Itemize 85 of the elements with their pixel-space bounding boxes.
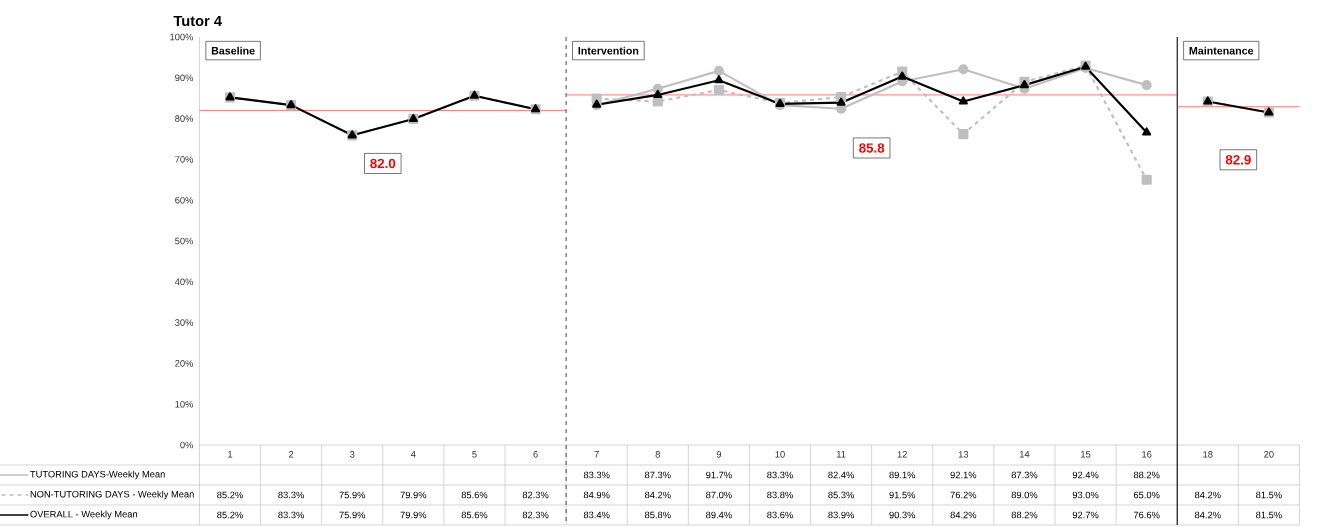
data-label: 82.3% — [522, 491, 549, 499]
y-tick-label: 70% — [175, 156, 194, 163]
data-label: 75.9% — [339, 491, 366, 499]
data-label: 92.4% — [1072, 471, 1099, 479]
x-tick-label: 5 — [472, 451, 477, 458]
data-label: 76.6% — [1133, 511, 1160, 519]
data-label: 85.3% — [828, 491, 855, 499]
y-tick-label: 100% — [170, 33, 194, 41]
data-label: 89.0% — [1011, 491, 1038, 499]
legend-label: OVERALL - Weekly Mean — [30, 510, 138, 520]
y-tick-label: 90% — [175, 74, 194, 82]
x-tick-label: 18 — [1203, 451, 1213, 458]
legend-label: TUTORING DAYS-Weekly Mean — [30, 470, 165, 480]
data-label: 83.3% — [278, 511, 305, 519]
x-tick-label: 3 — [349, 451, 355, 458]
x-tick-label: 20 — [1264, 451, 1274, 458]
data-label: 90.3% — [889, 511, 916, 519]
x-tick-label: 4 — [410, 451, 416, 458]
data-label: 76.2% — [950, 491, 977, 499]
ref-line-label: 82.9 — [1225, 155, 1251, 165]
x-tick-label: 8 — [655, 451, 660, 458]
data-label: 83.3% — [767, 471, 793, 479]
data-label: 85.8% — [644, 511, 671, 519]
x-tick-label: 9 — [716, 451, 722, 458]
ref-line-label: 82.0 — [370, 158, 396, 169]
data-label: 88.2% — [1011, 511, 1038, 519]
data-label: 83.3% — [583, 471, 610, 479]
x-tick-label: 10 — [775, 451, 785, 458]
annotation: Baseline — [211, 46, 255, 55]
data-label: 83.6% — [767, 511, 793, 519]
data-label: 83.9% — [828, 511, 855, 519]
data-label: 88.2% — [1133, 471, 1160, 479]
y-tick-label: 60% — [175, 196, 194, 204]
data-label: 82.3% — [522, 511, 549, 519]
x-tick-label: 2 — [288, 451, 294, 458]
y-tick-label: 80% — [175, 115, 194, 122]
x-tick-label: 14 — [1019, 451, 1030, 458]
data-label: 84.2% — [1194, 511, 1221, 519]
data-label: 92.7% — [1072, 511, 1099, 519]
y-tick-label: 30% — [175, 319, 194, 326]
data-label: 92.1% — [950, 471, 977, 479]
data-label: 75.9% — [339, 511, 366, 519]
data-label: 85.2% — [217, 511, 243, 519]
data-label: 81.5% — [1256, 491, 1282, 499]
data-label: 89.4% — [706, 511, 732, 519]
x-tick-label: 11 — [836, 451, 846, 458]
data-label: 81.5% — [1256, 511, 1282, 519]
data-label: 91.7% — [706, 471, 732, 479]
data-label: 83.4% — [583, 511, 610, 519]
y-tick-label: 0% — [180, 441, 194, 449]
data-label: 91.5% — [889, 491, 916, 499]
x-tick-label: 15 — [1081, 451, 1091, 458]
data-label: 84.2% — [644, 491, 671, 499]
data-label: 65.0% — [1133, 491, 1160, 499]
legend-label: NON-TUTORING DAYS - Weekly Mean — [30, 490, 194, 500]
y-tick-label: 40% — [174, 278, 194, 286]
data-label: 93.0% — [1072, 491, 1099, 499]
data-label: 84.9% — [583, 491, 610, 499]
y-tick-label: 50% — [175, 237, 194, 245]
data-label: 79.9% — [400, 491, 427, 499]
data-label: 84.2% — [950, 511, 977, 519]
x-tick-label: 13 — [958, 451, 969, 458]
data-label: 83.3% — [278, 491, 305, 499]
data-label: 82.4% — [828, 471, 855, 479]
ref-line-label: 85.8 — [859, 143, 885, 153]
x-tick-label: 16 — [1142, 451, 1152, 458]
x-tick-label: 1 — [228, 451, 233, 458]
data-label: 85.6% — [461, 491, 488, 499]
annotation: Intervention — [578, 46, 639, 55]
data-label: 85.2% — [217, 491, 243, 499]
data-label: 87.0% — [706, 491, 732, 499]
y-tick-label: 10% — [175, 400, 194, 408]
x-tick-label: 6 — [533, 451, 538, 458]
data-label: 89.1% — [889, 471, 916, 479]
data-label: 83.8% — [767, 491, 793, 499]
data-label: 79.9% — [400, 511, 427, 519]
y-tick-label: 20% — [175, 360, 194, 367]
x-tick-label: 7 — [594, 451, 599, 458]
data-label: 87.3% — [1011, 471, 1038, 479]
x-tick-label: 12 — [897, 451, 907, 458]
data-label: 85.6% — [461, 511, 488, 519]
data-label: 87.3% — [644, 471, 671, 479]
annotation: Maintenance — [1189, 46, 1254, 55]
chart-title: Tutor 4 — [173, 15, 222, 27]
data-label: 84.2% — [1194, 491, 1221, 499]
